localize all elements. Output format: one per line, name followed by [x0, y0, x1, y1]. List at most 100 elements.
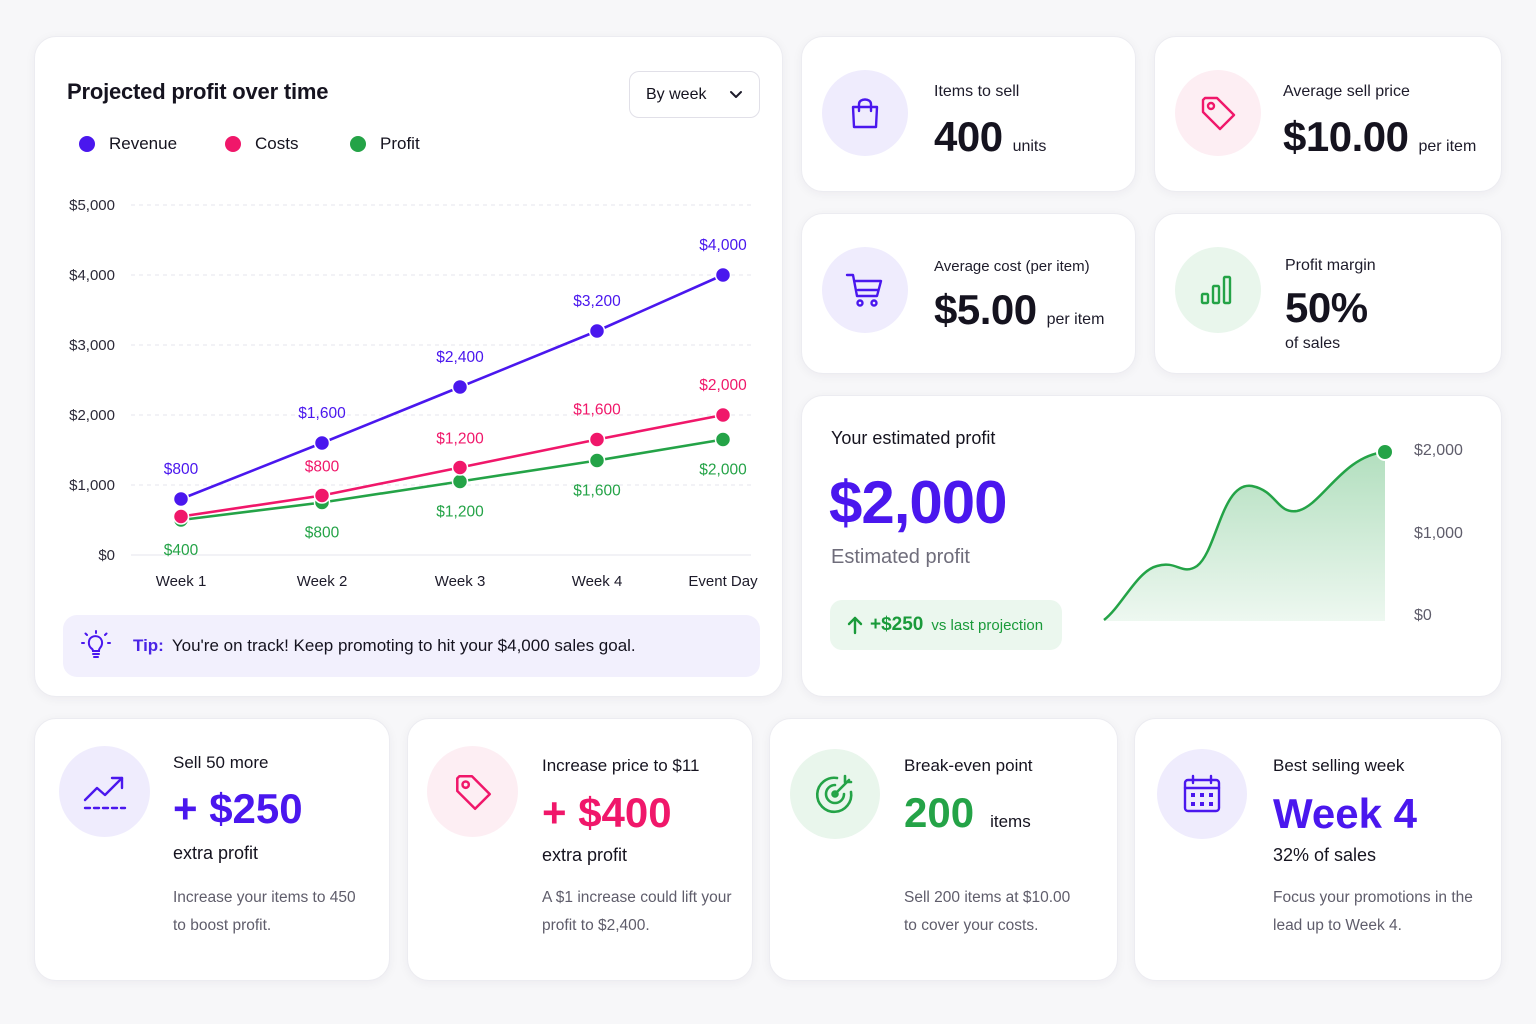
- best-selling-week-card: Best selling week Week 4 32% of sales Fo…: [1134, 718, 1502, 981]
- data-point-costs: [588, 431, 606, 448]
- data-point-profit: [714, 431, 732, 448]
- increase-price-desc-line-1: A $1 increase could lift your: [542, 889, 732, 906]
- sell-more-title: Sell 50 more: [173, 753, 269, 772]
- x-tick-label: Week 4: [572, 573, 623, 590]
- projection-change-badge: +$250 vs last projection: [830, 600, 1062, 650]
- tip-banner: Tip: You're on track! Keep promoting to …: [63, 615, 760, 677]
- items-to-sell-card: Items to sell 400 units: [801, 36, 1136, 192]
- tag-icon-circle: [427, 746, 518, 837]
- data-label-profit: $1,200: [436, 504, 484, 521]
- data-label-revenue: $4,000: [699, 237, 747, 254]
- period-dropdown-value: By week: [646, 85, 707, 103]
- profit-area-chart: [1103, 443, 1392, 621]
- profit-area-end-point: [1376, 443, 1392, 461]
- data-label-costs: $1,600: [573, 402, 621, 419]
- items-label: Items to sell: [934, 83, 1020, 100]
- data-label-revenue: $2,400: [436, 349, 484, 366]
- y-tick-label: $3,000: [69, 337, 115, 354]
- legend-profit-swatch: [350, 136, 366, 152]
- target-icon-circle: [790, 749, 880, 839]
- legend-revenue[interactable]: Revenue: [79, 134, 177, 154]
- line-chart: $5,000 $4,000 $3,000 $2,000 $1,000 $0 Week 1 We…: [69, 197, 758, 590]
- data-label-costs: $2,000: [699, 377, 747, 394]
- y-tick-label: $4,000: [69, 267, 115, 284]
- x-tick-label: Event Day: [688, 573, 758, 590]
- y-tick-label: $5,000: [69, 197, 115, 214]
- chart-title: Projected profit over time: [67, 79, 329, 104]
- bar-chart-icon: [1200, 275, 1232, 305]
- legend-profit-label: Profit: [380, 134, 420, 153]
- area-y-label-bottom: $0: [1414, 607, 1432, 624]
- calendar-icon-circle: [1157, 749, 1247, 839]
- legend-costs-label: Costs: [255, 134, 299, 153]
- legend-revenue-label: Revenue: [109, 134, 178, 153]
- area-y-label-mid: $1,000: [1414, 525, 1463, 542]
- data-label-profit: $1,600: [573, 483, 621, 500]
- data-point-costs: [714, 406, 732, 424]
- price-tag-icon: [455, 774, 491, 810]
- x-tick-label: Week 2: [297, 573, 348, 590]
- profit-area-line: [1103, 450, 1386, 621]
- data-label-revenue: $800: [164, 461, 199, 478]
- margin-value: 50%: [1285, 284, 1368, 331]
- best-week-description: Focus your promotions in the lead up to …: [1273, 884, 1473, 940]
- legend-costs[interactable]: Costs: [225, 134, 298, 154]
- profit-margin-card: Profit margin 50% of sales: [1154, 213, 1502, 374]
- period-dropdown[interactable]: By week: [629, 71, 760, 118]
- break-even-title: Break-even point: [904, 756, 1033, 775]
- lightbulb-icon: [81, 630, 111, 658]
- items-icon-circle: [822, 70, 908, 156]
- cost-icon-circle: [822, 247, 908, 333]
- sell-more-card: Sell 50 more + $250 extra profit Increas…: [34, 718, 390, 981]
- data-label-costs: $1,200: [436, 431, 484, 448]
- increase-price-card: Increase price to $11 + $400 extra profi…: [407, 718, 753, 981]
- sell-more-desc-line-1: Increase your items to 450: [173, 889, 356, 906]
- estimated-profit-subtitle: Estimated profit: [831, 546, 970, 568]
- sell-more-value: + $250: [173, 785, 303, 832]
- break-even-value: 200: [904, 789, 975, 836]
- increase-price-value: + $400: [542, 789, 672, 836]
- best-week-desc-line-1: Focus your promotions in the: [1273, 889, 1473, 906]
- tip-text: You're on track! Keep promoting to hit y…: [171, 636, 636, 655]
- area-y-label-top: $2,000: [1414, 442, 1463, 459]
- legend-profit[interactable]: Profit: [350, 134, 420, 154]
- data-label-revenue: $3,200: [573, 293, 621, 310]
- break-even-description: Sell 200 items at $10.00 to cover your c…: [904, 884, 1070, 940]
- margin-icon-circle: [1175, 247, 1261, 333]
- trend-icon-circle: [59, 746, 150, 837]
- x-tick-label: Week 1: [156, 573, 207, 590]
- data-label-profit: $800: [305, 525, 340, 542]
- sell-more-description: Increase your items to 450 to boost prof…: [173, 884, 356, 940]
- best-week-title: Best selling week: [1273, 756, 1405, 775]
- chevron-down-icon: [730, 91, 742, 98]
- y-tick-label: $1,000: [69, 477, 115, 494]
- price-value: $10.00: [1283, 113, 1409, 160]
- x-tick-label: Week 3: [435, 573, 486, 590]
- estimated-profit-value: $2,000: [829, 469, 1008, 536]
- price-label: Average sell price: [1283, 83, 1410, 100]
- data-label-profit: $400: [164, 542, 199, 559]
- increase-price-description: A $1 increase could lift your profit to …: [542, 884, 732, 940]
- best-week-desc-line-2: lead up to Week 4.: [1273, 917, 1402, 934]
- cost-value: $5.00: [934, 286, 1037, 333]
- sell-more-desc-line-2: to boost profit.: [173, 917, 272, 934]
- break-even-desc-line-1: Sell 200 items at $10.00: [904, 889, 1071, 906]
- data-label-costs: $800: [305, 459, 340, 476]
- projected-profit-chart-card: Projected profit over time By week Reven…: [34, 36, 783, 697]
- badge-value: +$250: [870, 614, 924, 635]
- data-point-revenue: [451, 378, 469, 396]
- best-week-value: Week 4: [1273, 790, 1417, 837]
- increase-price-title: Increase price to $11: [542, 756, 700, 775]
- tip-label: Tip:: [133, 636, 164, 655]
- legend-costs-swatch: [225, 136, 241, 152]
- increase-price-desc-line-2: profit to $2,400.: [542, 917, 650, 934]
- y-tick-label: $0: [98, 547, 115, 564]
- price-unit: per item: [1418, 138, 1477, 155]
- data-point-revenue: [588, 322, 606, 340]
- data-point-profit: [588, 452, 606, 469]
- increase-price-subtitle: extra profit: [542, 845, 628, 865]
- arrow-up-icon: [847, 616, 863, 635]
- price-tag-icon: [1201, 96, 1236, 131]
- data-point-costs: [172, 508, 190, 525]
- break-even-card: Break-even point 200 items Sell 200 item…: [769, 718, 1118, 981]
